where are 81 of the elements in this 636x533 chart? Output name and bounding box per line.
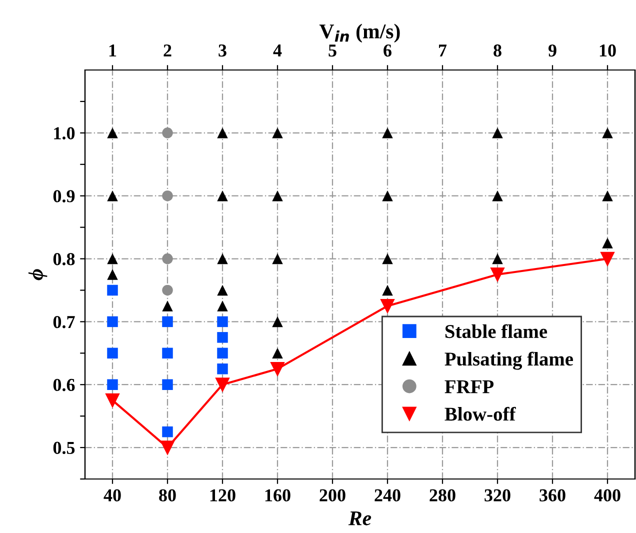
- point: [217, 332, 228, 343]
- point: [107, 348, 118, 359]
- legend-label: Pulsating flame: [444, 352, 573, 370]
- point: [602, 128, 613, 138]
- legend-label: Blow-off: [444, 406, 516, 421]
- point: [272, 128, 283, 138]
- x-tick-label: 280: [430, 489, 456, 502]
- point: [162, 348, 173, 359]
- x-axis-title: Re: [348, 511, 372, 526]
- point: [162, 284, 173, 296]
- legend-label: FRFP: [444, 380, 494, 394]
- point: [380, 299, 394, 313]
- legend-label: Stable flame: [445, 324, 548, 338]
- point: [382, 190, 393, 202]
- y-tick-label: 0.7: [53, 316, 75, 328]
- point: [492, 128, 503, 138]
- x-tick-label: 120: [210, 489, 236, 502]
- point: [106, 393, 120, 408]
- point: [217, 284, 228, 296]
- point: [272, 316, 283, 328]
- y-tick-label: 0.5: [53, 442, 75, 454]
- point: [602, 190, 613, 202]
- point: [217, 190, 228, 202]
- point: [107, 269, 118, 280]
- point: [162, 300, 173, 312]
- x-tick-label: 200: [320, 489, 346, 502]
- point: [217, 300, 228, 312]
- point: [217, 253, 228, 264]
- point: [107, 379, 118, 390]
- point: [492, 190, 503, 202]
- point: [107, 284, 118, 296]
- x-tick-label: 80: [159, 489, 176, 502]
- point: [162, 316, 173, 328]
- x2-tick-label: 8: [494, 44, 502, 57]
- point: [490, 268, 504, 282]
- point: [160, 440, 174, 454]
- x2-tick-label: 9: [548, 44, 556, 57]
- x-tick-label: 240: [374, 489, 400, 502]
- x2-axis-title: V$_{in}$ (m/s): [319, 24, 400, 43]
- point: [162, 128, 173, 138]
- point: [162, 190, 173, 202]
- point: [217, 316, 228, 328]
- x-tick-label: 40: [104, 489, 121, 502]
- point: [270, 362, 284, 376]
- point: [272, 253, 283, 264]
- x2-tick-label: 3: [218, 44, 226, 57]
- point: [107, 316, 118, 328]
- y-axis-title: ϕ: [28, 269, 48, 280]
- x-tick-label: 320: [484, 489, 510, 502]
- point: [217, 348, 228, 359]
- x2-tick-label: 7: [439, 44, 447, 56]
- point: [602, 238, 613, 248]
- point: [272, 190, 283, 202]
- point: [382, 128, 393, 138]
- y-tick-label: 0.6: [53, 378, 75, 392]
- point: [107, 190, 118, 202]
- point: [492, 253, 503, 264]
- x2-tick-label: 2: [164, 44, 172, 56]
- point: [217, 128, 228, 138]
- point: [272, 348, 283, 359]
- point: [107, 128, 118, 138]
- x-tick-label: 400: [594, 489, 620, 502]
- point: [107, 253, 118, 264]
- point: [216, 378, 230, 392]
- x2-tick-label: 5: [328, 44, 336, 57]
- point: [600, 252, 614, 266]
- x2-tick-label: 6: [384, 44, 392, 57]
- x2-tick-label: 10: [600, 44, 616, 57]
- y-tick-label: 0.9: [53, 190, 75, 202]
- point: [382, 284, 393, 296]
- y-tick-label: 0.8: [53, 253, 75, 266]
- x-tick-label: 360: [540, 489, 566, 502]
- point: [217, 364, 228, 374]
- x2-tick-label: 1: [109, 44, 116, 56]
- point: [382, 253, 393, 264]
- point: [162, 426, 173, 438]
- y-tick-label: 1.0: [54, 127, 75, 140]
- x2-tick-label: 4: [273, 44, 282, 56]
- point: [162, 253, 173, 264]
- point: [162, 379, 173, 390]
- x-tick-label: 160: [265, 489, 290, 502]
